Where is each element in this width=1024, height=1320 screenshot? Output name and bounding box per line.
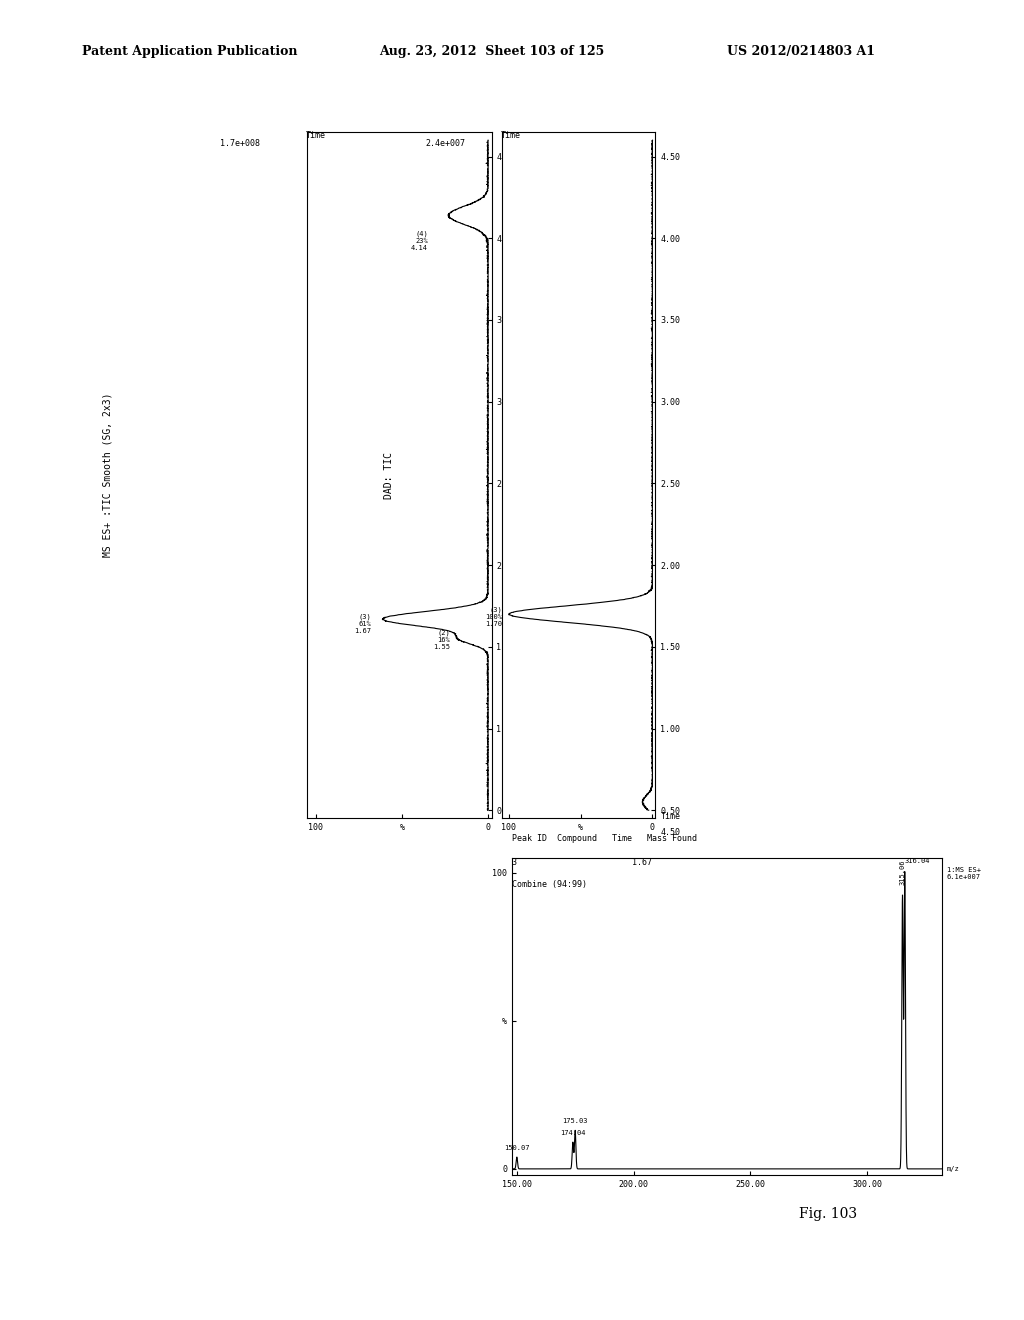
Text: Time: Time [501, 131, 520, 140]
Text: 316.04: 316.04 [905, 858, 930, 863]
Text: MS ES+ :TIC Smooth (SG, 2x3): MS ES+ :TIC Smooth (SG, 2x3) [102, 393, 113, 557]
Text: 3                       1.67: 3 1.67 [512, 858, 652, 867]
Text: Patent Application Publication: Patent Application Publication [82, 45, 297, 58]
Text: (2)
16%
1.55: (2) 16% 1.55 [433, 630, 451, 649]
Text: Combine (94:99): Combine (94:99) [512, 880, 587, 890]
Text: 4.50: 4.50 [660, 828, 681, 837]
Text: DAD: TIC: DAD: TIC [384, 451, 394, 499]
Text: Fig. 103: Fig. 103 [799, 1206, 857, 1221]
Text: 174.04: 174.04 [560, 1130, 586, 1137]
Text: 175.03: 175.03 [562, 1118, 588, 1125]
Text: Time: Time [305, 131, 326, 140]
Text: 1.7e+008: 1.7e+008 [220, 139, 260, 148]
Text: 150.07: 150.07 [504, 1146, 529, 1151]
Text: (3)
61%
1.67: (3) 61% 1.67 [354, 614, 371, 634]
Text: m/z: m/z [947, 1166, 959, 1172]
Text: Time: Time [660, 812, 681, 821]
Text: (4)
23%
4.14: (4) 23% 4.14 [411, 230, 428, 251]
Text: 315.06: 315.06 [899, 859, 905, 884]
Text: US 2012/0214803 A1: US 2012/0214803 A1 [727, 45, 876, 58]
Text: 2.4e+007: 2.4e+007 [425, 139, 465, 148]
Text: Aug. 23, 2012  Sheet 103 of 125: Aug. 23, 2012 Sheet 103 of 125 [379, 45, 604, 58]
Text: 1:MS ES+
6.1e+007: 1:MS ES+ 6.1e+007 [947, 867, 981, 880]
Text: (3)
100%
1.70: (3) 100% 1.70 [484, 607, 502, 627]
Text: Peak ID  Compound   Time   Mass Found: Peak ID Compound Time Mass Found [512, 834, 697, 843]
